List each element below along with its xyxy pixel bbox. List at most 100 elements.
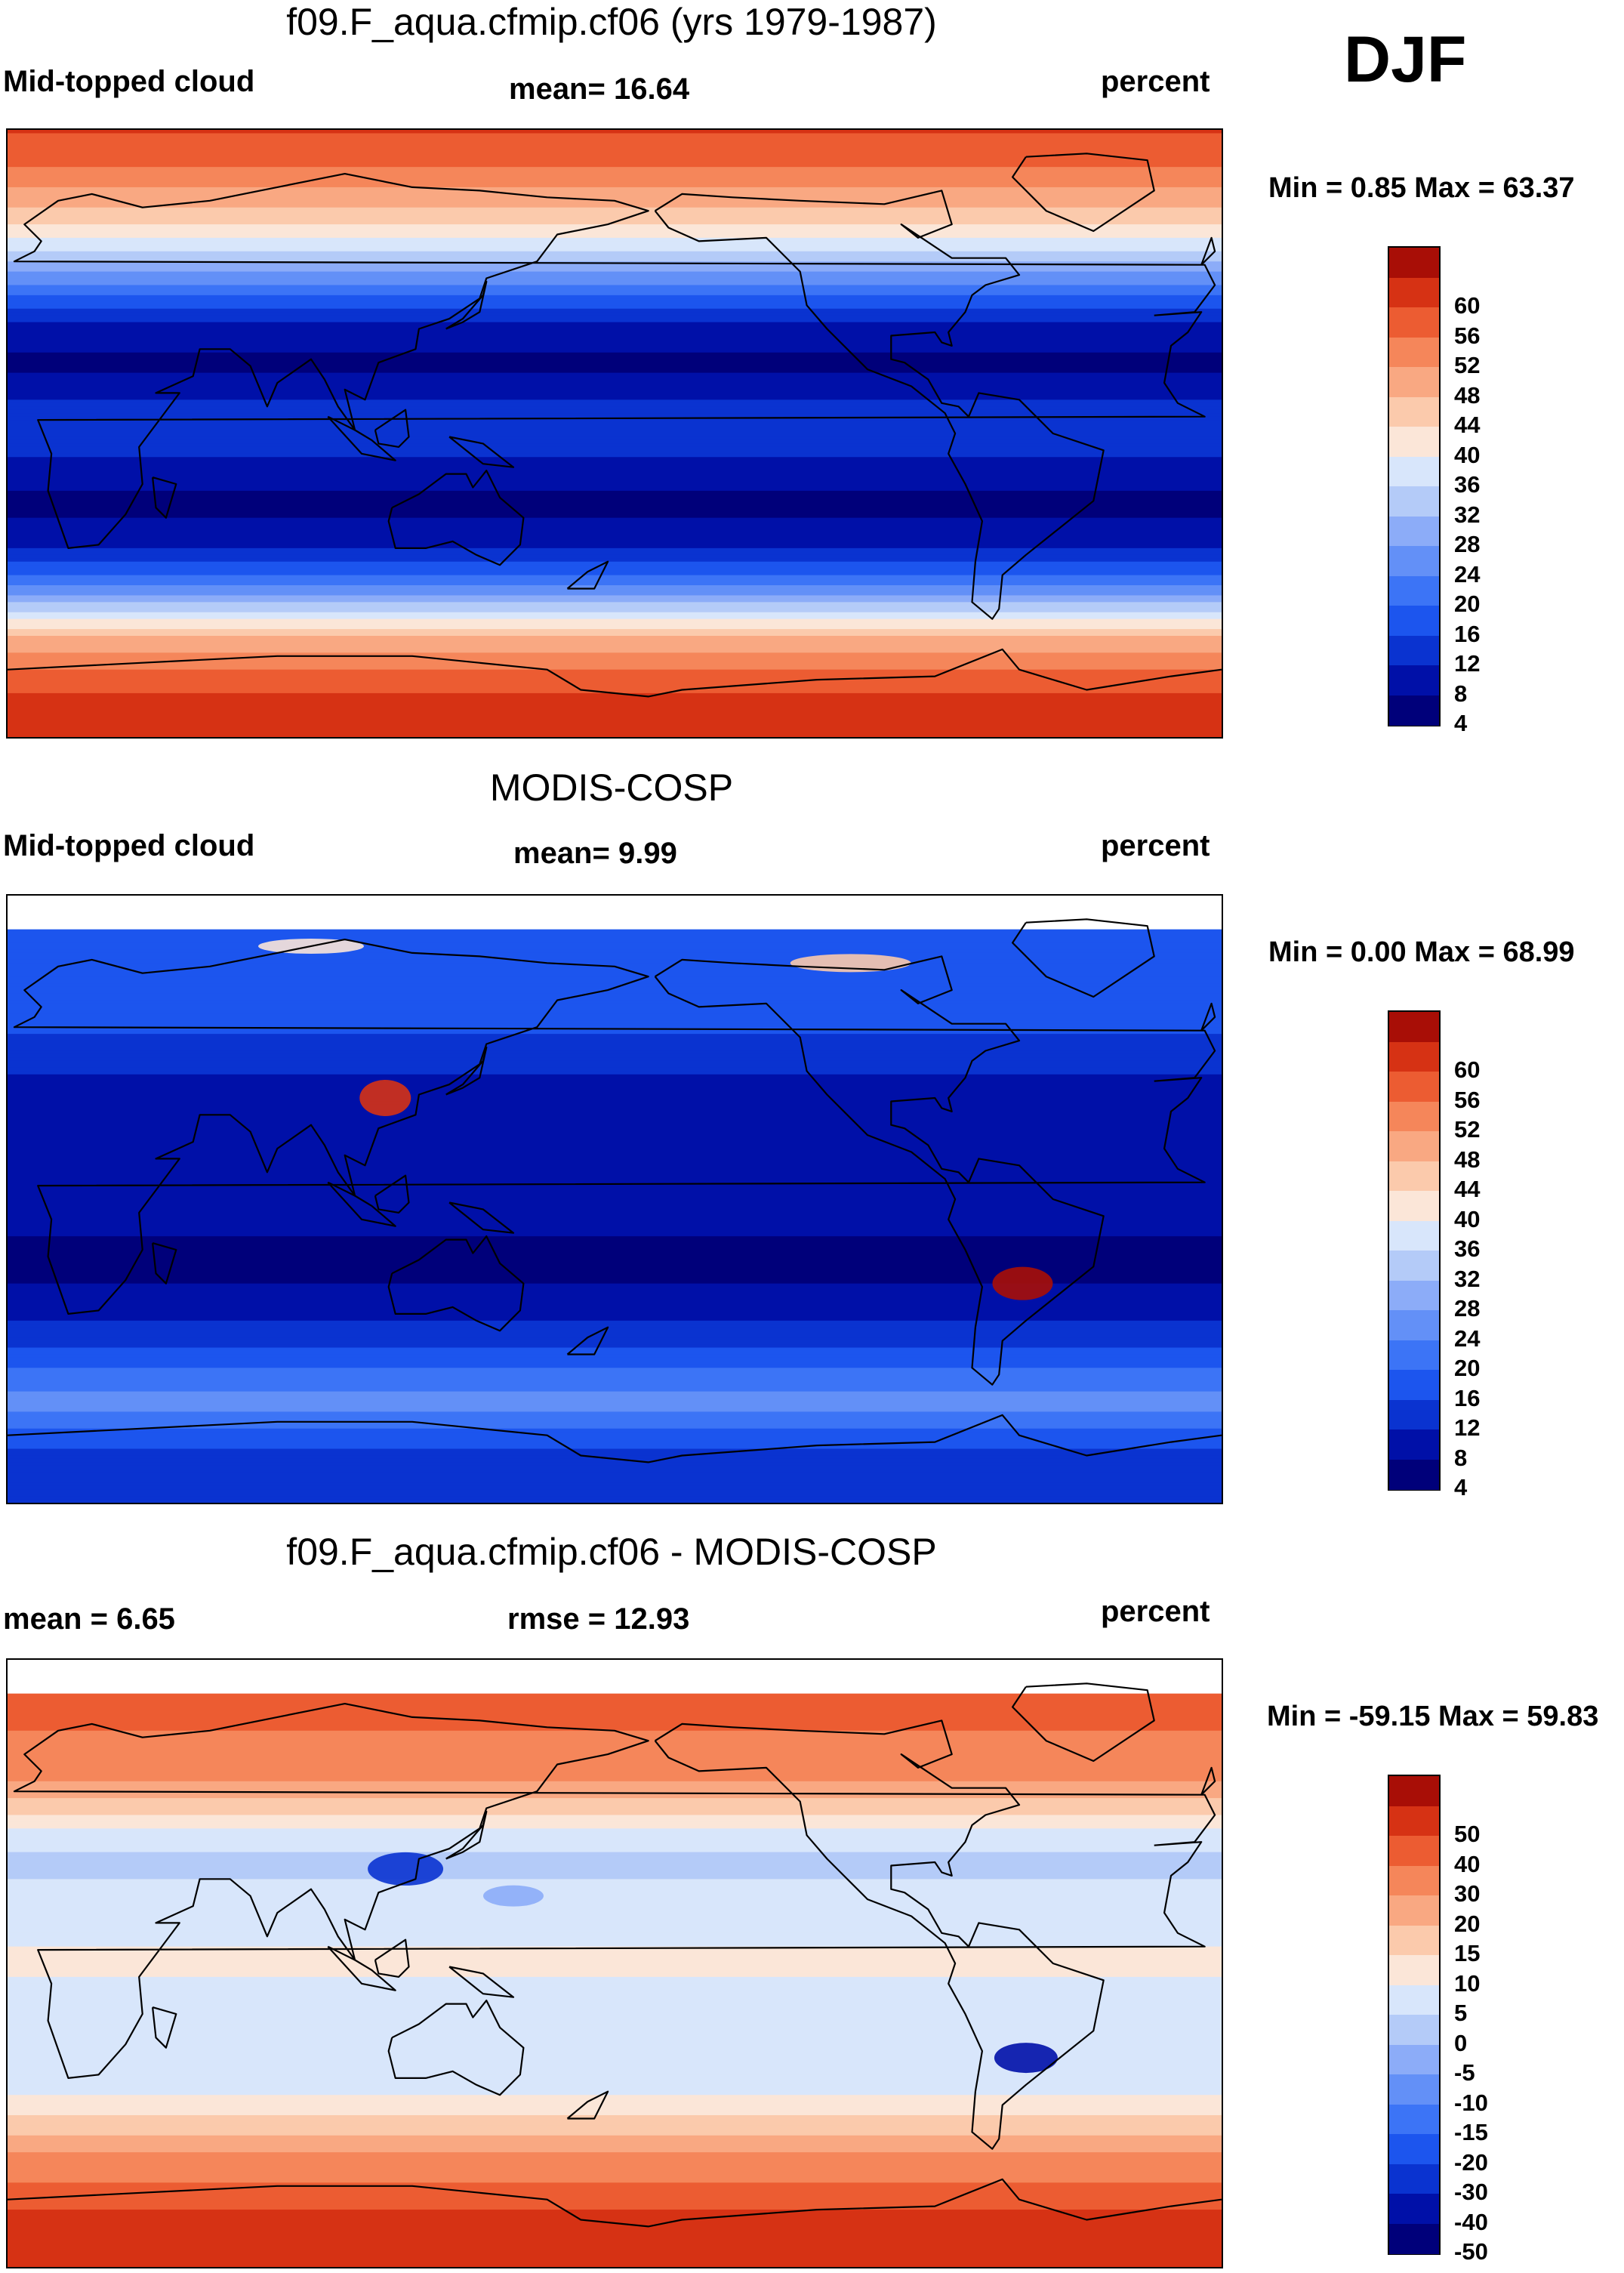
zonal-band bbox=[8, 1812, 1222, 1816]
zonal-band bbox=[8, 1297, 1222, 1301]
zonal-band bbox=[8, 1013, 1222, 1018]
zonal-band bbox=[8, 1462, 1222, 1467]
zonal-band bbox=[8, 646, 1222, 650]
panel-1-minmax: Min = 0.85 Max = 63.37 bbox=[1268, 172, 1575, 204]
coastline bbox=[374, 409, 410, 448]
zonal-band bbox=[8, 1384, 1222, 1389]
zonal-band bbox=[8, 1815, 1222, 1819]
zonal-band bbox=[8, 926, 1222, 930]
zonal-band bbox=[8, 1875, 1222, 1880]
zonal-band bbox=[8, 1232, 1222, 1237]
zonal-band bbox=[8, 200, 1222, 205]
zonal-band bbox=[8, 605, 1222, 609]
zonal-band bbox=[8, 1767, 1222, 1772]
zonal-band bbox=[8, 133, 1222, 137]
zonal-band bbox=[8, 1300, 1222, 1305]
zonal-band bbox=[8, 990, 1222, 995]
zonal-band bbox=[8, 1666, 1222, 1670]
zonal-band bbox=[8, 1679, 1222, 1684]
zonal-band bbox=[8, 464, 1222, 468]
zonal-band bbox=[8, 1479, 1222, 1483]
zonal-band bbox=[8, 487, 1222, 492]
colorbar-segment bbox=[1389, 546, 1439, 576]
zonal-band bbox=[8, 1064, 1222, 1069]
zonal-band bbox=[8, 919, 1222, 924]
panel-1-map-svg bbox=[8, 130, 1222, 737]
coastline bbox=[374, 1938, 410, 1978]
zonal-band bbox=[8, 521, 1222, 526]
colorbar-segment bbox=[1389, 1310, 1439, 1340]
zonal-band bbox=[8, 575, 1222, 579]
zonal-band bbox=[8, 1472, 1222, 1476]
zonal-band bbox=[8, 217, 1222, 222]
panel-1-mean-label: mean= 16.64 bbox=[509, 72, 690, 106]
zonal-band bbox=[8, 528, 1222, 532]
zonal-band bbox=[8, 1199, 1222, 1204]
zonal-band bbox=[8, 322, 1222, 326]
zonal-band bbox=[8, 1435, 1222, 1439]
zonal-band bbox=[8, 1131, 1222, 1136]
colorbar-tick-label: -15 bbox=[1454, 2119, 1488, 2145]
zonal-band bbox=[8, 717, 1222, 721]
colorbar-tick-label: 24 bbox=[1454, 560, 1481, 588]
zonal-band bbox=[8, 211, 1222, 215]
coastline bbox=[448, 436, 515, 468]
colorbar-segment bbox=[1389, 337, 1439, 368]
colorbar-segment bbox=[1389, 2194, 1439, 2224]
zonal-band bbox=[8, 1707, 1222, 1711]
zonal-band bbox=[8, 547, 1222, 552]
zonal-band bbox=[8, 2118, 1222, 2123]
panel-2-minmax: Min = 0.00 Max = 68.99 bbox=[1268, 936, 1575, 968]
zonal-band bbox=[8, 1243, 1222, 1248]
zonal-band bbox=[8, 2040, 1222, 2045]
colorbar-tick-label: 56 bbox=[1454, 322, 1481, 349]
zonal-band bbox=[8, 2256, 1222, 2261]
zonal-band bbox=[8, 1747, 1222, 1752]
zonal-band bbox=[8, 2142, 1222, 2146]
zonal-band bbox=[8, 1425, 1222, 1429]
zonal-band bbox=[8, 1969, 1222, 1974]
zonal-band bbox=[8, 1205, 1222, 1210]
colorbar-tick-label: -30 bbox=[1454, 2179, 1488, 2205]
colorbar-tick-label: 8 bbox=[1454, 1444, 1468, 1471]
zonal-band bbox=[8, 1202, 1222, 1207]
zonal-band bbox=[8, 1899, 1222, 1904]
colorbar-tick-label: 16 bbox=[1454, 620, 1481, 647]
zonal-band bbox=[8, 524, 1222, 529]
colorbar-segment bbox=[1389, 1836, 1439, 1866]
zonal-band bbox=[8, 1124, 1222, 1129]
colorbar-tick-label: 40 bbox=[1454, 1205, 1481, 1232]
zonal-band bbox=[8, 936, 1222, 940]
zonal-band bbox=[8, 1499, 1222, 1503]
zonal-band bbox=[8, 1980, 1222, 1985]
zonal-band bbox=[8, 1710, 1222, 1715]
zonal-band bbox=[8, 1087, 1222, 1092]
zonal-band bbox=[8, 301, 1222, 306]
zonal-band bbox=[8, 680, 1222, 684]
colorbar-segment bbox=[1389, 635, 1439, 666]
panel-1-map bbox=[6, 128, 1223, 739]
colorbar-tick-label: -50 bbox=[1454, 2238, 1488, 2265]
zonal-band bbox=[8, 1660, 1222, 1664]
zonal-band bbox=[8, 1115, 1222, 1119]
zonal-band bbox=[8, 244, 1222, 248]
zonal-band bbox=[8, 1987, 1222, 1991]
zonal-band bbox=[8, 319, 1222, 323]
panel-1-colorbar bbox=[1388, 246, 1441, 726]
zonal-band bbox=[8, 457, 1222, 461]
zonal-band bbox=[8, 1165, 1222, 1170]
zonal-band bbox=[8, 2024, 1222, 2028]
zonal-band bbox=[8, 1118, 1222, 1122]
colorbar-tick-label: 44 bbox=[1454, 1176, 1481, 1202]
zonal-band bbox=[8, 345, 1222, 350]
zonal-band bbox=[8, 2222, 1222, 2227]
zonal-band bbox=[8, 1256, 1222, 1260]
zonal-band bbox=[8, 140, 1222, 144]
zonal-band bbox=[8, 1994, 1222, 1998]
zonal-band bbox=[8, 514, 1222, 519]
zonal-band bbox=[8, 2071, 1222, 2075]
zonal-band bbox=[8, 1121, 1222, 1126]
zonal-band bbox=[8, 1953, 1222, 1957]
colorbar-tick-label: 50 bbox=[1454, 1821, 1481, 1847]
colorbar-tick-label: 16 bbox=[1454, 1384, 1481, 1411]
